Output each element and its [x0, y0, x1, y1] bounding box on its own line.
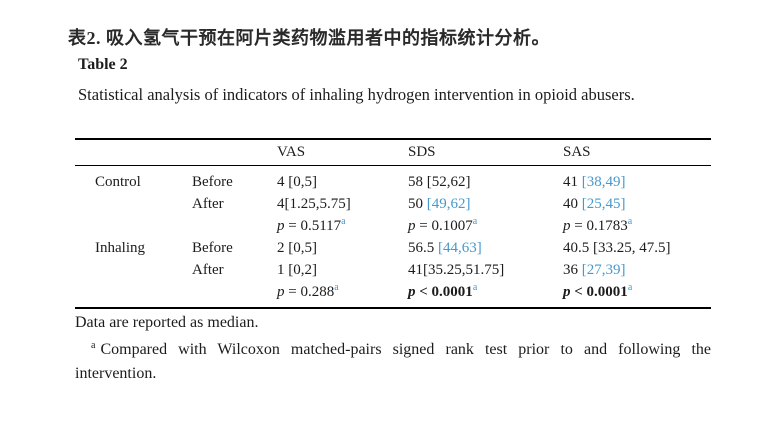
time-label: Before: [192, 239, 233, 256]
table-cell: 40 [25,45]: [563, 195, 626, 212]
table-top-rule: [75, 138, 711, 140]
table-row: p = 0.288a p < 0.0001a p < 0.0001a: [75, 281, 711, 303]
table-row: Control Before 4 [0,5] 58 [52,62] 41 [38,49]: [75, 171, 711, 193]
time-label: After: [192, 261, 224, 278]
table-cell: p = 0.5117a: [277, 215, 346, 234]
table-cell: 4 [0,5]: [277, 173, 317, 190]
table-cell: 40.5 [33.25, 47.5]: [563, 239, 671, 256]
footnote-text: Compared with Wilcoxon matched-pairs sig…: [75, 341, 711, 382]
table-cell: p = 0.1783a: [563, 215, 633, 234]
table-caption: Statistical analysis of indicators of in…: [78, 85, 635, 104]
table-header-rule: [75, 165, 711, 166]
table-row: p = 0.5117a p = 0.1007a p = 0.1783a: [75, 215, 711, 237]
table-cell: 1 [0,2]: [277, 261, 317, 278]
table-cell: 50 [49,62]: [408, 195, 471, 212]
table-cell: p = 0.288a: [277, 281, 339, 300]
table-body: Control Before 4 [0,5] 58 [52,62] 41 [38,49]…: [75, 166, 711, 307]
table-cell: p = 0.1007a: [408, 215, 478, 234]
table-header-row: VAS SDS SAS: [75, 140, 711, 165]
table-cell: p < 0.0001a: [408, 281, 478, 300]
table-cell: p < 0.0001a: [563, 281, 633, 300]
table-cell: 58 [52,62]: [408, 173, 471, 190]
header-cell-sas: SAS: [563, 144, 591, 160]
group-label: Inhaling: [95, 239, 145, 256]
table-row: After 1 [0,2] 41[35.25,51.75] 36 [27,39]: [75, 259, 711, 281]
time-label: Before: [192, 173, 233, 190]
table-bottom-rule: [75, 307, 711, 309]
table-cell: 41 [38,49]: [563, 173, 626, 190]
header-cell-sds: SDS: [408, 144, 436, 160]
table-cell: 36 [27,39]: [563, 261, 626, 278]
table-label: Table 2: [78, 56, 128, 73]
time-label: After: [192, 195, 224, 212]
table-cell: 56.5 [44,63]: [408, 239, 482, 256]
table-row: Inhaling Before 2 [0,5] 56.5 [44,63] 40.5 [3…: [75, 237, 711, 259]
stats-table: VAS SDS SAS Control Before 4 [0,5] 58 [52,6…: [75, 138, 711, 309]
table-cell: 2 [0,5]: [277, 239, 317, 256]
group-label: Control: [95, 173, 141, 190]
table-row: After 4[1.25,5.75] 50 [49,62] 40 [25,45]: [75, 193, 711, 215]
chinese-title: 表2. 吸入氢气干预在阿片类药物滥用者中的指标统计分析。: [68, 28, 550, 48]
footnote: a Compared with Wilcoxon matched-pairs si…: [75, 338, 711, 386]
footnote-marker: a: [91, 339, 96, 351]
median-note: Data are reported as median.: [75, 314, 259, 331]
table-cell: 4[1.25,5.75]: [277, 195, 351, 212]
table-cell: 41[35.25,51.75]: [408, 261, 505, 278]
header-cell-vas: VAS: [277, 144, 306, 160]
